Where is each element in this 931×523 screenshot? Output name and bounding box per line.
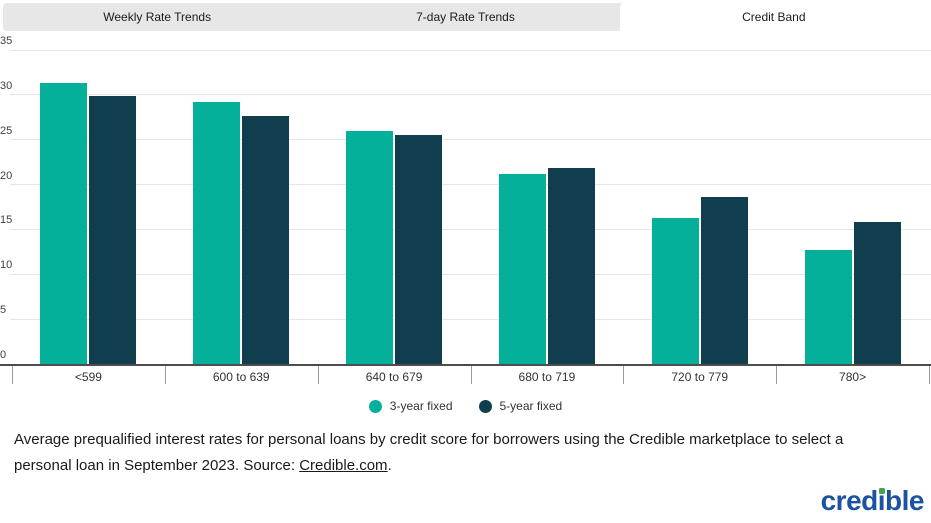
- y-axis-tick-label: 5: [0, 304, 7, 317]
- tab-label: Credit Band: [742, 10, 806, 24]
- legend-marker-5-year-fixed: [478, 399, 492, 413]
- credible-com-link[interactable]: Credible.com: [299, 457, 388, 474]
- x-axis-tick: [776, 366, 778, 384]
- logo-text: cred: [820, 485, 879, 516]
- bar-3-year-fixed-1: [193, 102, 241, 364]
- legend-label: 5-year fixed: [499, 399, 563, 413]
- x-axis-category-label: 680 to 719: [518, 370, 576, 384]
- y-gridline: [10, 228, 931, 230]
- tab-bar: Weekly Rate Trends 7-day Rate Trends Cre…: [3, 3, 928, 31]
- x-axis-tick: [164, 366, 166, 384]
- y-gridline: [10, 184, 931, 186]
- bar-5-year-fixed-5: [853, 222, 901, 364]
- x-axis-line: [0, 364, 931, 366]
- y-gridline: [10, 49, 931, 51]
- x-axis-category-label: 600 to 639: [212, 370, 270, 384]
- x-axis-category-label: 640 to 679: [365, 370, 423, 384]
- bar-3-year-fixed-3: [498, 173, 546, 364]
- bar-5-year-fixed-4: [700, 197, 748, 364]
- bar-3-year-fixed-0: [40, 83, 88, 364]
- tab-label: Weekly Rate Trends: [103, 10, 212, 24]
- grouped-bar-chart: 0 5 10 15 20 25 30 35 <599 600 to 639 640 to 679 68…: [0, 35, 931, 384]
- bar-5-year-fixed-0: [89, 95, 137, 364]
- y-gridline: [10, 318, 931, 320]
- y-axis-tick-label: 20: [0, 169, 13, 182]
- legend-marker-3-year-fixed: [368, 399, 382, 413]
- bar-3-year-fixed-5: [804, 250, 852, 364]
- legend-item-3-year-fixed[interactable]: 3-year fixed: [368, 399, 453, 413]
- x-axis-tick: [929, 366, 930, 384]
- y-gridline: [10, 139, 931, 141]
- x-axis-tick: [623, 366, 625, 384]
- y-gridline: [10, 94, 931, 96]
- logo-text: ble: [885, 485, 924, 516]
- x-axis-category-label: 780>: [839, 370, 867, 384]
- bar-3-year-fixed-2: [346, 130, 394, 364]
- bar-3-year-fixed-4: [651, 217, 699, 364]
- tab-weekly-rate-trends[interactable]: Weekly Rate Trends: [3, 3, 311, 31]
- x-axis-tick: [470, 366, 472, 384]
- bar-5-year-fixed-1: [242, 116, 290, 364]
- logo-green-dot-icon: [878, 487, 885, 494]
- caption-period: .: [387, 457, 392, 474]
- chart-caption: Average prequalified interest rates for …: [14, 427, 894, 479]
- caption-text: Average prequalified interest rates for …: [14, 431, 844, 474]
- x-axis-category-label: <599: [74, 370, 102, 384]
- bar-5-year-fixed-2: [395, 135, 443, 364]
- legend-item-5-year-fixed[interactable]: 5-year fixed: [478, 399, 563, 413]
- bar-5-year-fixed-3: [547, 168, 595, 364]
- x-axis-category-label: 720 to 779: [671, 370, 729, 384]
- credible-logo: credi ble: [820, 485, 925, 516]
- chart-legend: 3-year fixed 5-year fixed: [0, 397, 931, 415]
- y-gridline: [10, 273, 931, 275]
- y-axis-tick-label: 15: [0, 214, 13, 227]
- legend-label: 3-year fixed: [389, 399, 453, 413]
- y-axis-tick-label: 35: [0, 35, 13, 47]
- y-axis-tick-label: 10: [0, 259, 13, 272]
- y-axis-tick-label: 30: [0, 79, 13, 92]
- x-axis-tick: [317, 366, 319, 384]
- y-axis-tick-label: 0: [0, 349, 7, 361]
- tab-label: 7-day Rate Trends: [416, 10, 515, 24]
- tab-credit-band[interactable]: Credit Band: [619, 3, 928, 31]
- logo-i: i: [877, 485, 886, 516]
- x-axis-tick: [12, 366, 13, 384]
- tab-7-day-rate-trends[interactable]: 7-day Rate Trends: [311, 3, 619, 31]
- y-axis-tick-label: 25: [0, 124, 13, 137]
